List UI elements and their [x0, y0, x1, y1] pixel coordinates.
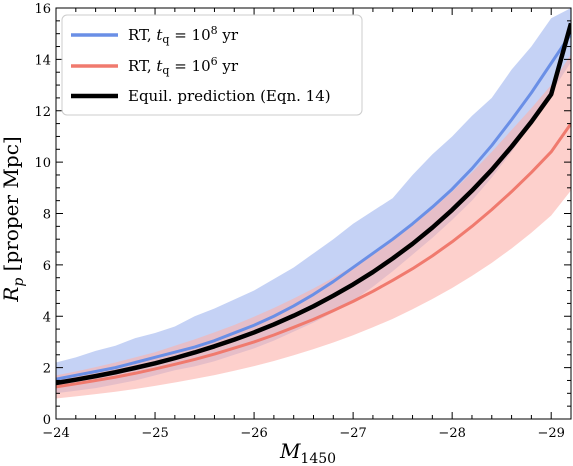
line-rt-1e6: [56, 122, 571, 389]
y-axis-title-symbol: R: [0, 287, 23, 303]
y-tick-label: 2: [43, 362, 51, 377]
y-tick-label: 8: [43, 208, 51, 223]
y-tick-label: 16: [34, 2, 51, 17]
legend: RT, tq = 108 yr RT, tq = 106 yr Equil. p…: [61, 14, 363, 116]
x-axis-title-symbol: M: [279, 439, 301, 463]
y-tick-label: 12: [34, 105, 51, 120]
series-lines: [56, 22, 571, 389]
x-tick-label: −29: [537, 426, 564, 441]
y-tick-label: 0: [43, 413, 51, 428]
y-tick-label: 6: [43, 259, 51, 274]
x-tick-label: −28: [438, 426, 465, 441]
legend-box: [61, 14, 363, 116]
x-tick-label: −27: [339, 426, 366, 441]
legend-label-equilibrium: Equil. prediction (Eqn. 14): [128, 87, 331, 105]
y-tick-label: 14: [34, 53, 51, 68]
x-axis-title: M1450: [279, 439, 336, 466]
y-tick-label: 4: [43, 310, 51, 325]
x-tick-label: −25: [141, 426, 168, 441]
y-axis-title-subscript: p: [11, 278, 27, 287]
y-axis-title: Rp [proper Mpc]: [0, 136, 27, 302]
band-rt-1e6: [56, 54, 571, 399]
confidence-bands: [56, 8, 571, 399]
x-tick-label: −24: [42, 426, 69, 441]
x-tick-label: −26: [240, 426, 267, 441]
axis-ticks: −24 −25 −26 −27 −28 −29 0 2 4 6 8 10 12 14 16: [34, 2, 572, 441]
legend-label-rt-1e6: RT, tq = 106 yr: [128, 55, 239, 77]
line-rt-1e8: [56, 32, 571, 381]
y-axis-title-rest: [proper Mpc]: [0, 136, 23, 271]
x-axis-title-subscript: 1450: [300, 451, 336, 466]
legend-label-rt-1e8: RT, tq = 108 yr: [128, 24, 239, 46]
line-equilibrium: [56, 22, 571, 386]
y-tick-label: 10: [34, 156, 51, 171]
